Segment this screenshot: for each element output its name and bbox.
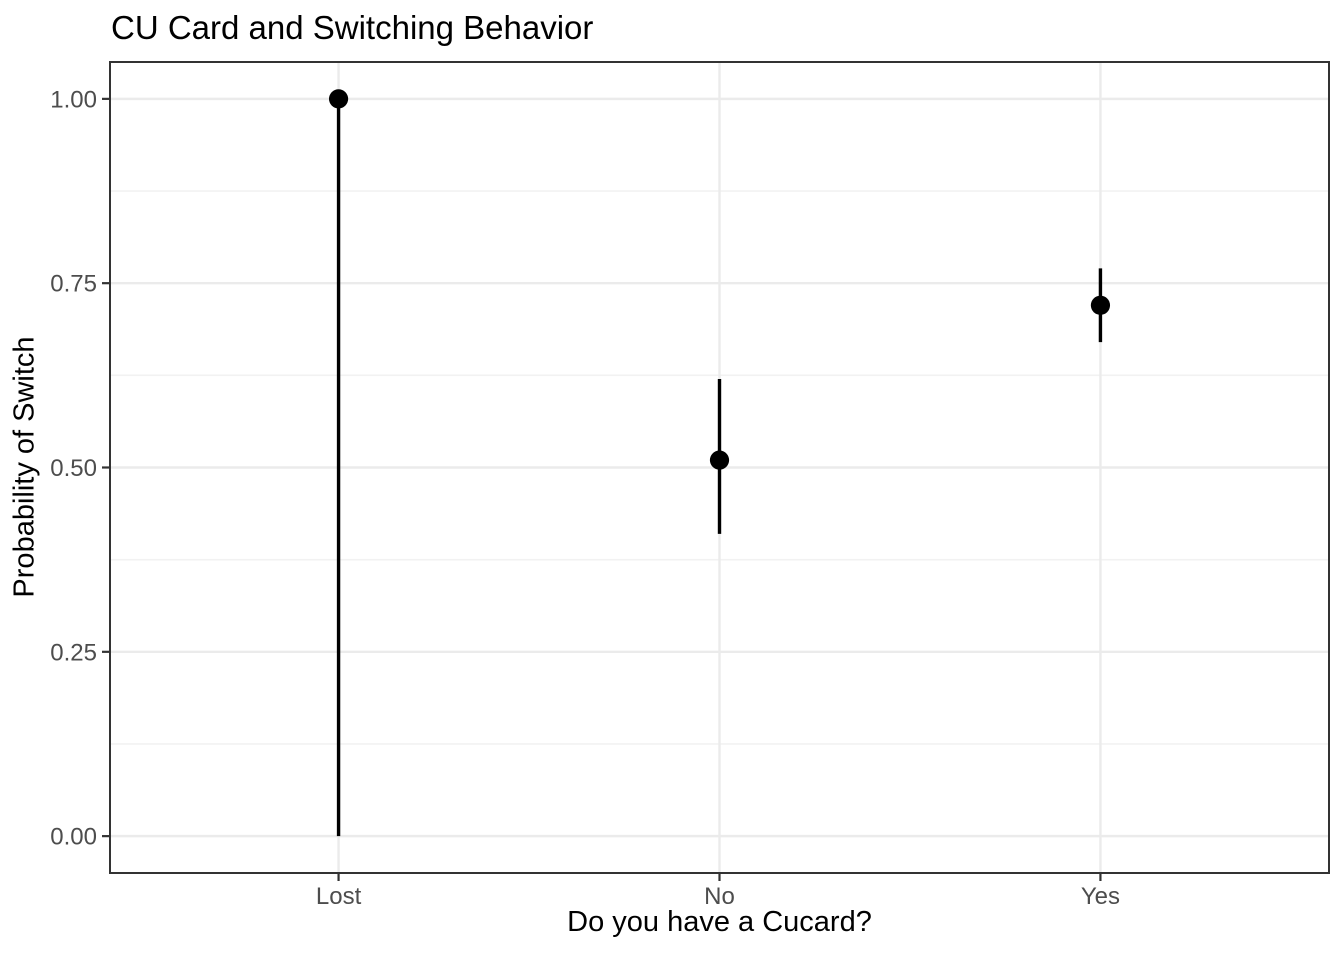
x-tick-label: Lost bbox=[316, 883, 362, 910]
x-axis-title: Do you have a Cucard? bbox=[567, 906, 872, 938]
y-axis-title: Probability of Switch bbox=[8, 336, 41, 598]
pointrange-point-yes bbox=[1090, 295, 1111, 315]
pointrange-point-no bbox=[709, 450, 730, 470]
pointrange-point-lost bbox=[328, 89, 349, 109]
y-tick-label: 0.50 bbox=[50, 455, 97, 482]
y-tick-label: 0.75 bbox=[50, 271, 97, 298]
y-tick-label: 0.00 bbox=[50, 824, 97, 851]
x-tick-label: Yes bbox=[1081, 883, 1120, 910]
chart-title: CU Card and Switching Behavior bbox=[111, 9, 594, 46]
y-tick-label: 1.00 bbox=[50, 86, 97, 113]
x-tick-label: No bbox=[704, 883, 735, 910]
y-tick-label: 0.25 bbox=[50, 639, 97, 666]
